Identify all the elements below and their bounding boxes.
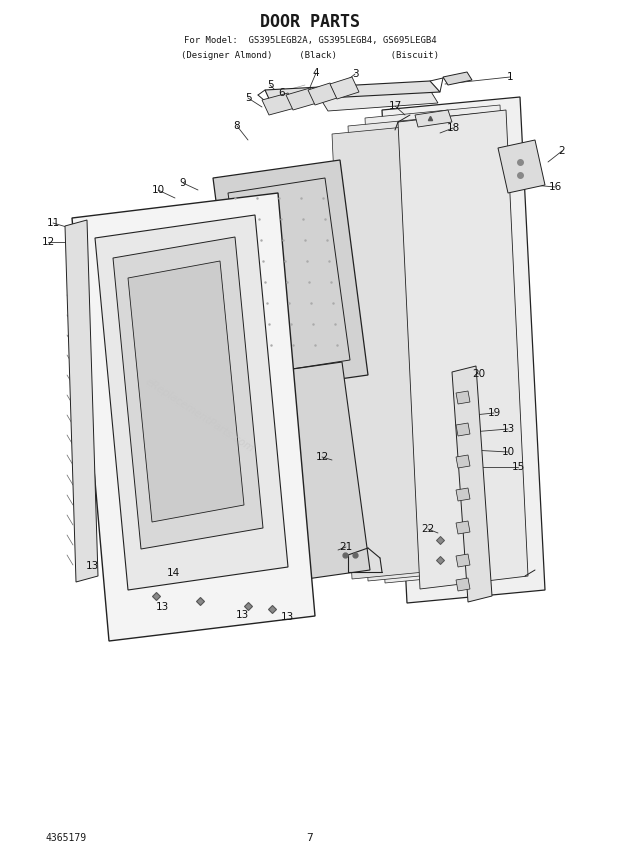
Text: 13: 13 <box>280 612 294 622</box>
Polygon shape <box>308 83 337 105</box>
Text: 12: 12 <box>316 452 329 462</box>
Text: 22: 22 <box>422 524 435 534</box>
Text: 7: 7 <box>307 833 313 843</box>
Polygon shape <box>456 488 470 501</box>
Text: 5: 5 <box>245 93 251 103</box>
Polygon shape <box>456 391 470 404</box>
Text: 15: 15 <box>512 462 525 472</box>
Text: 13: 13 <box>156 602 169 612</box>
Text: 21: 21 <box>339 542 353 552</box>
Text: 18: 18 <box>446 123 459 133</box>
Polygon shape <box>330 77 359 99</box>
Polygon shape <box>332 121 487 579</box>
Polygon shape <box>498 140 545 193</box>
Polygon shape <box>113 237 263 549</box>
Text: eReplacementParts.com: eReplacementParts.com <box>144 376 256 454</box>
Polygon shape <box>215 362 370 588</box>
Polygon shape <box>320 90 438 111</box>
Text: 17: 17 <box>388 101 402 111</box>
Polygon shape <box>415 110 452 127</box>
Text: For Model:  GS395LEGB2A, GS395LEGB4, GS695LEGB4: For Model: GS395LEGB2A, GS395LEGB4, GS69… <box>184 35 436 45</box>
Text: 3: 3 <box>352 69 358 79</box>
Polygon shape <box>365 105 520 583</box>
Text: 12: 12 <box>42 237 55 247</box>
Polygon shape <box>398 110 528 589</box>
Text: (Designer Almond)     (Black)          (Biscuit): (Designer Almond) (Black) (Biscuit) <box>181 51 439 60</box>
Text: 13: 13 <box>86 561 99 571</box>
Polygon shape <box>95 215 288 590</box>
Polygon shape <box>265 81 440 101</box>
Polygon shape <box>348 113 503 581</box>
Text: 20: 20 <box>472 369 485 379</box>
Text: 1: 1 <box>507 72 513 82</box>
Text: 10: 10 <box>151 185 164 195</box>
Polygon shape <box>443 72 472 85</box>
Polygon shape <box>456 455 470 468</box>
Polygon shape <box>456 521 470 534</box>
Polygon shape <box>456 554 470 567</box>
Text: 9: 9 <box>180 178 187 188</box>
Text: 13: 13 <box>236 610 249 620</box>
Text: 14: 14 <box>166 568 180 578</box>
Text: 19: 19 <box>487 408 500 418</box>
Polygon shape <box>213 160 368 393</box>
Text: 4: 4 <box>312 68 319 78</box>
Text: 11: 11 <box>46 218 60 228</box>
Text: 6: 6 <box>278 88 285 98</box>
Polygon shape <box>128 261 244 522</box>
Text: 4365179: 4365179 <box>45 833 86 843</box>
Polygon shape <box>65 220 98 582</box>
Text: 8: 8 <box>234 121 241 131</box>
Text: 2: 2 <box>559 146 565 156</box>
Polygon shape <box>452 366 492 602</box>
Polygon shape <box>286 88 317 110</box>
Polygon shape <box>456 578 470 591</box>
Polygon shape <box>382 97 545 603</box>
Polygon shape <box>456 423 470 436</box>
Polygon shape <box>72 193 315 641</box>
Polygon shape <box>262 93 295 115</box>
Text: DOOR PARTS: DOOR PARTS <box>260 13 360 31</box>
Text: 16: 16 <box>548 182 562 192</box>
Text: 10: 10 <box>502 447 515 457</box>
Text: 13: 13 <box>502 424 515 434</box>
Text: 5: 5 <box>267 80 273 90</box>
